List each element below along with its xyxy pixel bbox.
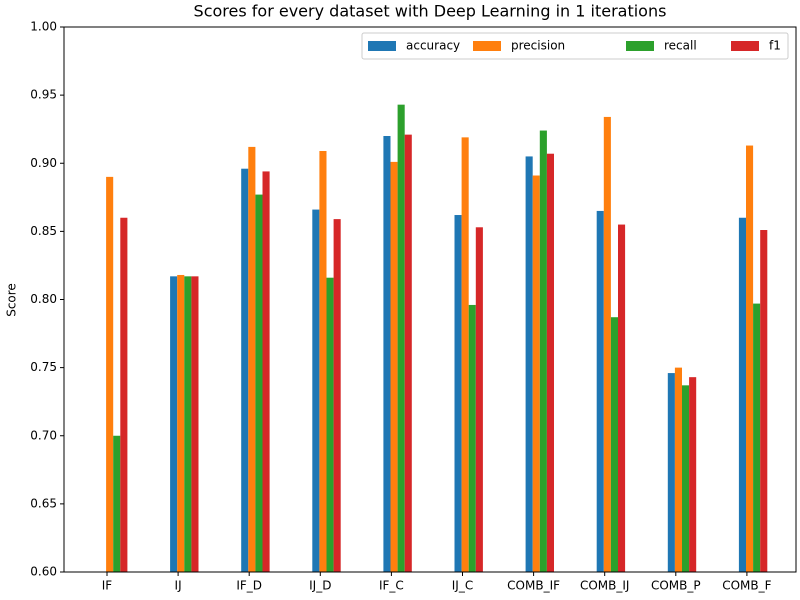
bar bbox=[468, 304, 476, 572]
bar bbox=[106, 176, 114, 572]
y-tick-label: 0.95 bbox=[30, 88, 57, 102]
x-tick-label: COMB_IF bbox=[507, 579, 560, 593]
bar bbox=[596, 210, 604, 572]
legend-swatch bbox=[731, 41, 759, 51]
y-tick-label: 0.85 bbox=[30, 224, 57, 238]
bar bbox=[383, 136, 391, 572]
legend-label: recall bbox=[664, 39, 697, 53]
bar bbox=[319, 150, 327, 573]
bar bbox=[475, 227, 483, 572]
bar bbox=[746, 145, 754, 572]
x-tick-label: COMB_IJ bbox=[580, 579, 630, 593]
x-tick-label: IF_C bbox=[379, 579, 404, 593]
bar bbox=[525, 156, 533, 572]
bar bbox=[262, 171, 270, 573]
bar bbox=[241, 168, 249, 572]
y-tick-label: 0.90 bbox=[30, 156, 57, 170]
bar bbox=[312, 209, 320, 572]
bar bbox=[248, 146, 256, 572]
y-tick-label: 0.60 bbox=[30, 565, 57, 579]
legend-swatch bbox=[368, 41, 396, 51]
x-tick-label: IJ bbox=[175, 579, 182, 593]
legend-label: precision bbox=[511, 39, 565, 53]
x-tick-label: IJ_D bbox=[309, 579, 331, 593]
bar bbox=[255, 194, 263, 572]
x-tick-label: IJ_C bbox=[452, 579, 473, 593]
bar bbox=[738, 217, 746, 572]
legend-swatch bbox=[626, 41, 654, 51]
x-tick-label: COMB_F bbox=[722, 579, 771, 593]
bar bbox=[546, 153, 554, 572]
bar bbox=[603, 116, 611, 573]
bar bbox=[674, 367, 682, 572]
legend-label: f1 bbox=[769, 39, 781, 53]
bar bbox=[404, 134, 412, 572]
bar bbox=[682, 385, 690, 572]
bar bbox=[170, 276, 178, 572]
bar bbox=[689, 377, 697, 572]
bar bbox=[461, 137, 469, 573]
x-tick-label: IF_D bbox=[236, 579, 262, 593]
bar bbox=[333, 219, 341, 573]
bar bbox=[532, 175, 540, 572]
x-tick-label: IF bbox=[102, 579, 113, 593]
bar bbox=[326, 277, 334, 572]
bar bbox=[397, 104, 405, 572]
plot-frame bbox=[63, 26, 797, 573]
bar bbox=[184, 276, 192, 572]
y-tick-label: 1.00 bbox=[30, 20, 57, 34]
bar bbox=[177, 274, 185, 572]
bar bbox=[760, 230, 768, 572]
bar bbox=[191, 276, 199, 572]
y-tick-label: 0.80 bbox=[30, 292, 57, 306]
bar bbox=[120, 217, 128, 572]
y-axis-label: Score bbox=[5, 283, 19, 317]
bar bbox=[454, 215, 462, 572]
legend: accuracy precision recall f1 bbox=[361, 32, 789, 60]
bar bbox=[390, 161, 398, 572]
bar bbox=[667, 373, 675, 572]
bar bbox=[539, 130, 547, 573]
bar bbox=[753, 303, 761, 572]
legend-swatch bbox=[473, 41, 501, 51]
x-tick-label: COMB_P bbox=[651, 579, 701, 593]
y-tick-label: 0.70 bbox=[30, 428, 57, 442]
chart-title: Scores for every dataset with Deep Learn… bbox=[194, 2, 667, 21]
bar bbox=[610, 317, 618, 572]
bar bbox=[618, 224, 626, 572]
legend-label: accuracy bbox=[406, 39, 460, 53]
y-tick-label: 0.65 bbox=[30, 496, 57, 510]
bar bbox=[113, 435, 121, 572]
y-tick-label: 0.75 bbox=[30, 360, 57, 374]
legend-frame bbox=[361, 32, 789, 60]
